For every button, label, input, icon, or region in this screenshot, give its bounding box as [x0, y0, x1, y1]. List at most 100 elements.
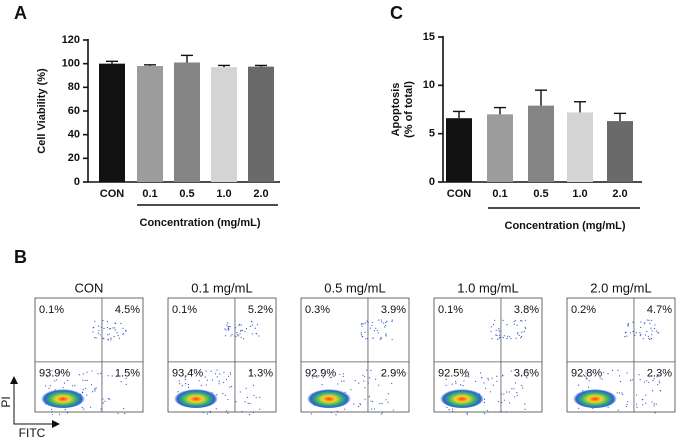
event-dot [341, 380, 343, 382]
quadrant-value: 0.2% [571, 304, 596, 316]
event-dot [509, 402, 511, 404]
event-dot [184, 382, 187, 385]
bar [487, 114, 513, 182]
event-dot [381, 402, 383, 405]
event-dot [331, 376, 333, 378]
event-dot [624, 332, 626, 334]
event-dot [517, 332, 519, 334]
event-dot [187, 386, 190, 389]
event-dot [516, 324, 518, 326]
event-dot [381, 412, 384, 414]
event-dot [97, 373, 99, 375]
event-dot [252, 384, 255, 386]
event-dot [253, 373, 256, 376]
event-dot [640, 326, 642, 328]
event-dot [125, 377, 127, 379]
event-dot [86, 379, 88, 382]
event-dot [367, 382, 369, 384]
event-dot [258, 335, 260, 337]
event-dot [626, 335, 628, 337]
event-dot [446, 406, 448, 408]
event-dot [354, 379, 356, 382]
event-dot [498, 327, 500, 330]
event-dot [364, 375, 366, 378]
quadrant-value: 3.6% [514, 368, 539, 380]
event-dot [249, 370, 251, 372]
event-dot [205, 370, 207, 372]
event-dot [230, 373, 232, 375]
event-dot [607, 406, 609, 408]
event-dot [375, 327, 377, 329]
event-dot [518, 334, 520, 336]
event-dot [191, 369, 193, 371]
event-dot [627, 323, 629, 326]
event-dot [344, 408, 346, 410]
event-dot [385, 322, 387, 324]
event-dot [92, 391, 94, 393]
event-dot [110, 339, 112, 341]
event-dot [106, 326, 108, 329]
event-dot [107, 375, 109, 377]
quadrant-value: 4.7% [647, 304, 672, 316]
event-dot [86, 394, 88, 396]
event-dot [225, 329, 227, 331]
event-dot [651, 401, 653, 403]
event-dot [372, 400, 374, 403]
axis-arrow [13, 380, 56, 425]
event-dot [586, 377, 588, 379]
event-dot [236, 332, 238, 334]
event-dot [241, 330, 243, 332]
event-dot [367, 338, 369, 340]
plot-title: 0.5 mg/mL [324, 280, 385, 295]
event-dot [383, 322, 385, 324]
event-dot [225, 410, 228, 412]
event-density [41, 388, 85, 408]
event-dot [377, 332, 379, 334]
event-density [307, 388, 351, 408]
event-dot [645, 394, 647, 396]
event-dot [599, 377, 601, 379]
event-dot [229, 325, 231, 328]
event-dot [464, 375, 466, 378]
event-dot [104, 400, 106, 402]
event-dot [381, 321, 383, 323]
event-dot [651, 375, 653, 377]
event-dot [445, 384, 447, 386]
event-dot [578, 384, 580, 386]
event-dot [392, 409, 394, 411]
event-dot [653, 378, 655, 380]
quadrant-value: 92.5% [438, 368, 469, 380]
event-dot [372, 321, 374, 323]
event-dot [380, 413, 383, 415]
event-dot [455, 380, 457, 383]
event-dot [342, 373, 344, 375]
event-dot [230, 335, 232, 337]
event-dot [108, 328, 111, 330]
event-dot [644, 334, 647, 336]
event-dot [226, 324, 228, 326]
event-dot [310, 413, 312, 415]
panel-label: B [14, 247, 27, 267]
event-dot [521, 320, 523, 322]
event-dot [618, 375, 621, 377]
event-dot [228, 325, 230, 328]
event-dot [502, 374, 504, 376]
event-dot [107, 334, 109, 336]
event-dot [248, 414, 251, 416]
event-dot [205, 384, 207, 386]
event-dot [642, 404, 644, 406]
event-dot [112, 327, 114, 329]
event-dot [311, 370, 313, 372]
x-tick-label: 1.0 [216, 188, 231, 200]
event-dot [364, 322, 367, 324]
event-dot [369, 327, 372, 329]
event-dot [507, 335, 509, 337]
event-dot [360, 334, 362, 336]
quadrant-value: 0.3% [305, 304, 330, 316]
event-dot [514, 382, 516, 384]
event-dot [228, 375, 230, 377]
event-dot [117, 335, 119, 337]
event-dot [255, 397, 257, 399]
event-dot [216, 376, 218, 378]
